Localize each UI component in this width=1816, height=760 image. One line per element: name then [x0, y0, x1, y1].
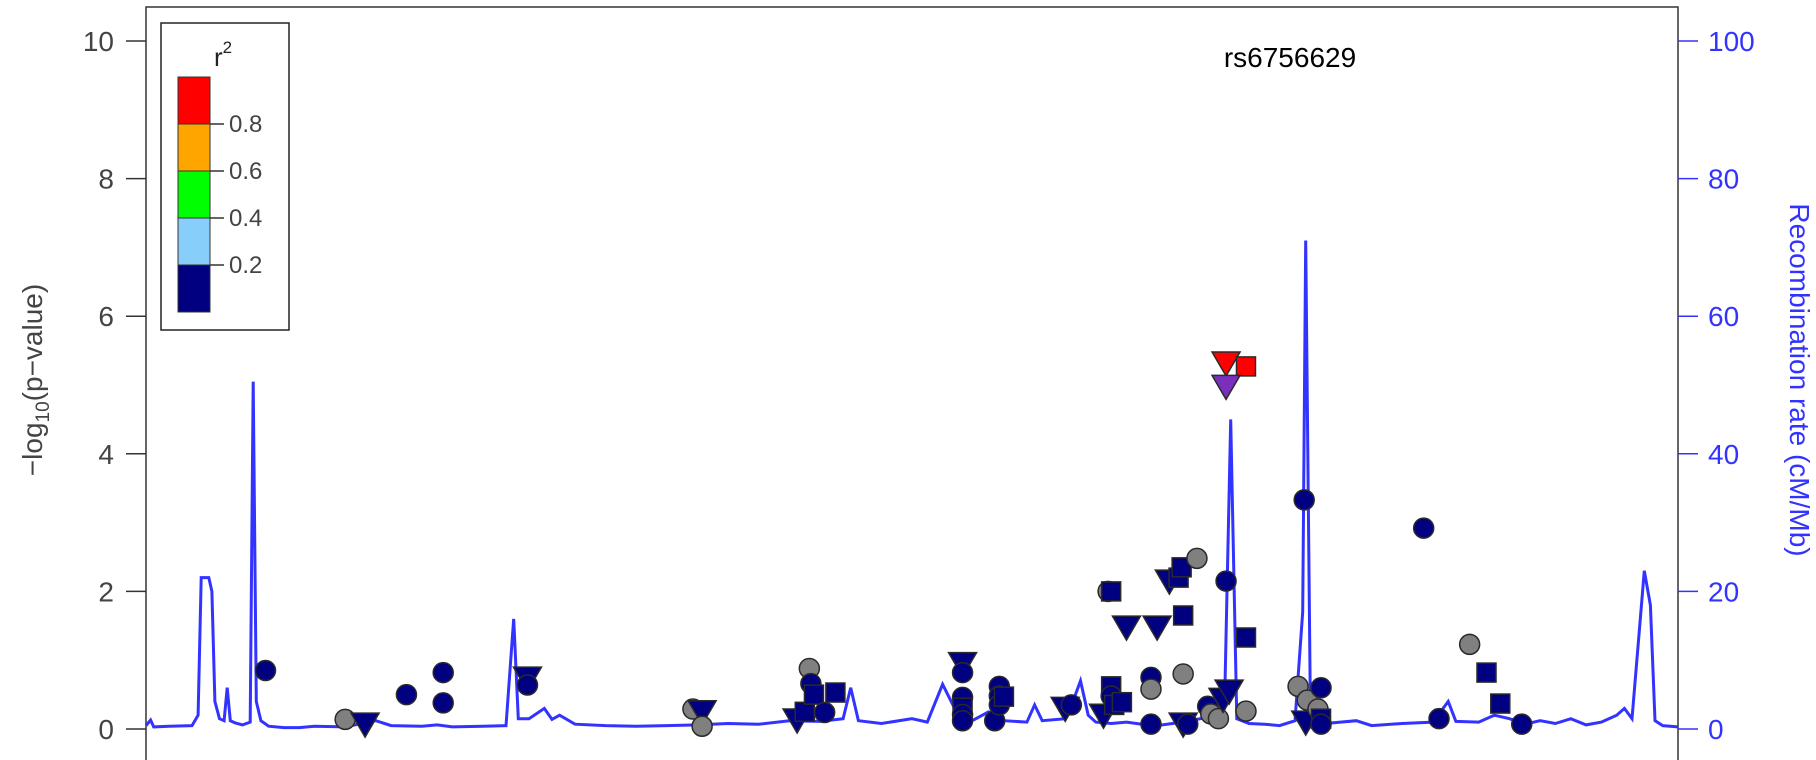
- snp-point-circle: [1177, 713, 1199, 735]
- snp-point-square: [825, 682, 846, 703]
- right-y-axis: 0 20 40 60 80 100: [1678, 26, 1755, 745]
- snp-point-circle: [432, 692, 454, 714]
- snp-point-circle: [1428, 707, 1450, 730]
- left-y-axis: 0 2 4 6 8 10: [83, 26, 146, 745]
- snp-point-circle: [1207, 707, 1230, 730]
- snp-point-square: [1235, 356, 1257, 377]
- right-axis-tick-label: 80: [1708, 164, 1739, 195]
- snp-point-circle: [1458, 633, 1481, 656]
- left-axis-tick-label: 8: [98, 164, 114, 195]
- left-axis-tick-label: 0: [98, 714, 114, 745]
- snp-point-down: [349, 712, 381, 739]
- legend-tick-label: 0.4: [229, 205, 262, 232]
- legend-tick-label: 0.2: [229, 252, 262, 279]
- snp-point-square: [1476, 662, 1497, 683]
- snp-point-down: [1210, 351, 1242, 378]
- right-axis-tick-label: 40: [1708, 439, 1739, 470]
- snp-point-circle: [1412, 517, 1435, 539]
- left-y-axis-label: −log10(p−value): [17, 284, 54, 476]
- legend-tick-label: 0.8: [229, 111, 262, 138]
- plot-frame: [145, 6, 1679, 760]
- snp-point-circle: [1060, 694, 1083, 716]
- left-axis-tick-label: 10: [83, 26, 114, 57]
- ld-legend: r2 0.8 0.6 0.4 0.2: [160, 22, 290, 331]
- legend-tick-label: 0.6: [229, 158, 262, 185]
- snp-point-circle: [1235, 700, 1257, 722]
- snp-point-circle: [334, 708, 356, 731]
- snp-point-circle: [395, 683, 418, 706]
- left-axis-tick-label: 6: [98, 301, 114, 332]
- legend-color-bin: [177, 123, 211, 172]
- legend-color-bin: [177, 264, 211, 313]
- left-axis-tick-label: 4: [98, 439, 114, 470]
- snp-point-square: [1100, 581, 1122, 602]
- snp-point-square: [794, 701, 816, 723]
- snp-point-circle: [691, 715, 713, 737]
- snp-point-down: [1141, 615, 1173, 642]
- snp-point-circle: [1172, 663, 1194, 685]
- snp-points: [254, 351, 1533, 739]
- snp-point-square: [993, 686, 1015, 707]
- snp-point-circle: [951, 709, 974, 732]
- legend-color-bin: [177, 217, 211, 266]
- legend-title: r2: [214, 38, 232, 72]
- snp-point-square: [1235, 627, 1257, 648]
- legend-color-bins: 0.8 0.6 0.4 0.2: [177, 76, 262, 313]
- snp-point-square: [1111, 691, 1133, 713]
- snp-point-circle: [813, 701, 836, 724]
- right-axis-tick-label: 0: [1708, 714, 1724, 745]
- index-snp-label: rs6756629: [1224, 42, 1356, 73]
- snp-point-circle: [951, 661, 974, 684]
- snp-point-down: [1111, 615, 1142, 642]
- snp-point-circle: [516, 674, 539, 696]
- snp-point-square: [1172, 605, 1194, 626]
- snp-point-circle: [1310, 676, 1332, 699]
- snp-point-down: [686, 700, 718, 727]
- snp-point-down: [1210, 374, 1242, 401]
- legend-color-bin: [177, 170, 211, 219]
- right-axis-tick-label: 60: [1708, 301, 1739, 332]
- snp-point-circle: [1293, 489, 1315, 511]
- snp-point-square: [1490, 693, 1511, 714]
- recombination-rate-line: [144, 240, 1679, 730]
- snp-point-square: [803, 684, 825, 705]
- snp-point-circle: [1140, 678, 1162, 700]
- right-y-axis-label: Recombination rate (cM/Mb): [1784, 203, 1815, 556]
- snp-point-down: [1213, 679, 1245, 706]
- snp-point-circle: [1140, 713, 1162, 735]
- left-axis-tick-label: 2: [98, 576, 114, 607]
- snp-point-circle: [254, 659, 277, 682]
- snp-point-circle: [1215, 570, 1237, 592]
- legend-color-bin: [177, 76, 211, 125]
- right-axis-tick-label: 20: [1708, 576, 1739, 607]
- right-axis-tick-label: 100: [1708, 26, 1755, 57]
- snp-point-circle: [1186, 547, 1208, 570]
- snp-point-circle: [1310, 713, 1332, 735]
- snp-point-circle: [432, 661, 454, 684]
- snp-point-circle: [1510, 713, 1533, 735]
